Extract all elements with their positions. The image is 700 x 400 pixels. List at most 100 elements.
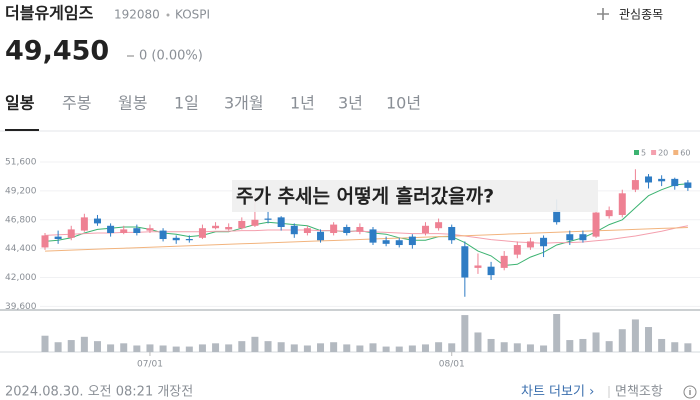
candle-body [185,239,193,241]
volume-bar [185,346,193,352]
candle-body [435,222,443,229]
candle-body [540,237,548,247]
ma-line [44,227,688,252]
plus-icon [597,8,609,20]
price: 49,450 [5,36,109,67]
candle-body [277,217,285,227]
candle-body [356,226,364,232]
volume-bar [317,343,325,352]
volume-bar [343,344,351,352]
volume-bar [605,341,613,352]
y-tick-label: 44,400 [5,244,37,254]
watch-button[interactable]: 관심종목 [597,8,663,22]
candle-body [93,218,101,224]
volume-bar [645,327,653,352]
candle-body [343,226,351,234]
volume-bar [80,336,88,352]
volume-bar [684,343,692,352]
volume-bar [54,342,62,352]
volume-bar [277,342,285,352]
volume-bar [382,346,390,352]
candle-body [618,193,626,215]
candle-body [146,228,154,231]
candle-body [474,265,482,268]
volume-bar [474,332,482,352]
volume-bar [421,344,429,352]
candle-body [264,218,272,220]
candle-body [684,182,692,188]
candle-body [645,176,653,183]
watch-label[interactable]: 관심종목 [619,8,663,22]
candle-body [107,225,115,234]
volume-bar [671,342,679,352]
candle-body [579,234,587,241]
candle-body [671,178,679,187]
tab[interactable]: 1일 [174,94,199,113]
tab[interactable]: 10년 [386,94,421,113]
x-tick-label: 07/01 [137,360,163,370]
legend-label: 5 [641,149,646,158]
candle-body [225,226,233,230]
x-tick-label: 08/01 [439,360,465,370]
tab[interactable]: 1년 [290,94,315,113]
more-chart-link[interactable]: 차트 더보기 › [521,385,594,400]
candle-body [80,217,88,231]
volume-bar [408,345,416,352]
tab[interactable]: 주봉 [62,94,91,113]
volume-bar [526,344,534,352]
ma-line [44,225,688,244]
volume-bar [395,346,403,352]
volume-bar [500,342,508,352]
candle-body [317,231,325,241]
tab[interactable]: 3년 [338,94,363,113]
volume-bar [330,342,338,352]
dot [166,13,170,17]
candle-body [408,236,416,246]
info-circle [683,385,697,399]
volume-bar [618,329,626,352]
volume-bar [566,340,574,352]
volume-bar [356,345,364,352]
volume-bar [198,344,206,352]
candle-body [212,225,220,229]
tab[interactable]: 3개월 [224,94,264,113]
volume-bar [93,341,101,352]
candle-body [369,229,377,243]
volume-bar [592,332,600,352]
overlay-box: 주가 추세는 어떻게 흘러갔을까? [232,180,598,212]
volume-bar [540,345,548,352]
tabs: 일봉 주봉 월봉 1일 3개월 1년 3년 10년 [5,94,421,113]
volume-bar [290,344,298,352]
legend-label: 20 [658,149,668,158]
volume-bar [579,338,587,352]
volume-bar [487,338,495,352]
volume-bar [461,315,469,352]
candle-body [382,240,390,244]
candle-body [631,180,639,190]
overlay-text: 주가 추세는 어떻게 흘러갔을까? [236,185,494,208]
volume-bar [369,343,377,352]
volume-bar [303,345,311,352]
candle-body [172,237,180,241]
stock-name: 더블유게임즈 [5,4,94,23]
volume-bar [41,335,49,352]
disclaimer-link[interactable]: 면책조항 [615,385,663,400]
candle-body [251,219,259,226]
candle-body [448,226,456,241]
candle-body [553,210,561,223]
candle-body [133,228,141,234]
volume-bar [159,345,167,352]
candle-body [526,241,534,248]
candle-body [658,178,666,182]
tab[interactable]: 월봉 [118,94,147,113]
volume-bar [553,314,561,352]
candle-body [54,236,62,240]
tab[interactable]: 일봉 [5,94,35,113]
volume-bar [67,340,75,352]
candle-body [461,246,469,278]
volume-bar [631,319,639,352]
legend-swatch [634,150,639,155]
info-icon[interactable] [683,385,697,399]
candle-body [303,228,311,234]
